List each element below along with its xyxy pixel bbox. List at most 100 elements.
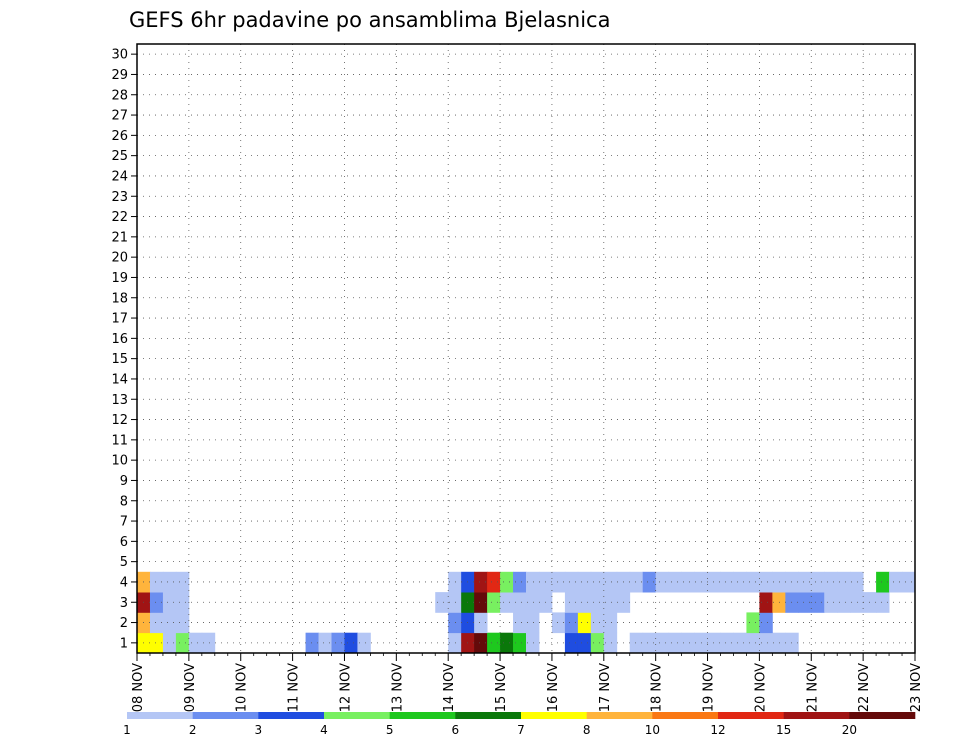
y-tick-label: 17 [111, 312, 128, 327]
cell [785, 632, 799, 654]
cell [759, 592, 773, 613]
cell [344, 632, 358, 654]
cell [642, 632, 657, 654]
cell [785, 592, 799, 613]
y-tick-label: 16 [111, 332, 128, 347]
heatmap-cells [137, 571, 916, 654]
x-tick-label: 11 NOV [287, 663, 302, 712]
cell [746, 632, 760, 654]
cell [474, 612, 488, 634]
y-tick-label: 7 [120, 515, 128, 530]
y-tick-label: 1 [120, 636, 128, 651]
cell [759, 632, 773, 654]
cell [149, 592, 164, 613]
y-tick-label: 23 [111, 190, 128, 205]
cell [500, 571, 514, 593]
cell [305, 632, 319, 654]
cell [850, 571, 864, 593]
cell [798, 571, 812, 593]
cell [850, 592, 864, 613]
colorbar-label: 8 [583, 723, 591, 737]
colorbar-label: 15 [776, 723, 791, 737]
cell [655, 632, 670, 654]
cell [564, 612, 579, 634]
cell [746, 612, 760, 634]
colorbar-swatch [127, 712, 193, 719]
cell [811, 571, 825, 593]
cell [720, 571, 734, 593]
y-tick-label: 11 [111, 433, 128, 448]
cell [149, 632, 164, 654]
cell [590, 571, 605, 593]
cell [526, 592, 540, 613]
x-tick-label: 16 NOV [546, 663, 561, 712]
x-tick-label: 15 NOV [494, 663, 509, 712]
cell [448, 612, 462, 634]
y-tick-label: 5 [120, 555, 128, 570]
cell [500, 632, 514, 654]
cell [902, 571, 916, 593]
y-tick-label: 20 [111, 251, 128, 266]
x-tick-label: 08 NOV [131, 663, 146, 712]
colorbar-swatch [192, 712, 259, 719]
cell [162, 632, 177, 654]
cell [707, 571, 721, 593]
x-tick-label: 20 NOV [753, 663, 768, 712]
colorbar-label: 5 [386, 723, 394, 737]
x-tick-label: 19 NOV [702, 663, 717, 712]
plot-frame [136, 43, 916, 654]
y-tick-label: 14 [111, 372, 128, 387]
cell [746, 571, 760, 593]
y-tick-label: 22 [111, 210, 128, 225]
cell [474, 571, 488, 593]
x-tick-label: 22 NOV [857, 663, 872, 712]
x-tick-label: 12 NOV [338, 663, 353, 712]
cell [629, 571, 644, 593]
colorbar: 1 2 3 4 5 6 7 8 10 12 15 20 [123, 712, 916, 737]
cell [188, 632, 203, 654]
cell [435, 592, 449, 613]
colorbar-label: 6 [452, 723, 460, 737]
cell [590, 632, 605, 654]
colorbar-swatch [586, 712, 653, 719]
cell [175, 592, 190, 613]
cell [668, 571, 682, 593]
cell [603, 571, 618, 593]
y-tick-label: 21 [111, 230, 128, 245]
x-tick-label: 23 NOV [909, 663, 924, 712]
y-tick-label: 28 [111, 88, 128, 103]
cell [824, 571, 838, 593]
y-tick-label: 19 [111, 271, 128, 286]
cell [707, 632, 721, 654]
cell [590, 592, 605, 613]
cell [513, 571, 527, 593]
cell [162, 592, 177, 613]
cell [513, 632, 527, 654]
x-tick-label: 10 NOV [235, 663, 250, 712]
colorbar-swatch [521, 712, 587, 719]
cell [500, 592, 514, 613]
cell [551, 612, 566, 634]
cell [577, 632, 592, 654]
y-tick-label: 26 [111, 129, 128, 144]
colorbar-label: 3 [255, 723, 263, 737]
cell [733, 632, 747, 654]
cell [577, 571, 592, 593]
y-tick-label: 12 [111, 413, 128, 428]
cell [149, 612, 164, 634]
cell [681, 571, 695, 593]
cell [513, 612, 527, 634]
cell [564, 592, 579, 613]
cell [175, 571, 190, 593]
cell [876, 592, 890, 613]
cell [487, 632, 501, 654]
cell [590, 612, 605, 634]
colorbar-swatch [783, 712, 850, 719]
cell [785, 571, 799, 593]
colorbar-label: 10 [645, 723, 660, 737]
cell [798, 592, 812, 613]
colorbar-swatch [455, 712, 522, 719]
cell [642, 571, 657, 593]
colorbar-swatch [849, 712, 916, 719]
x-tick-label: 17 NOV [598, 663, 613, 712]
